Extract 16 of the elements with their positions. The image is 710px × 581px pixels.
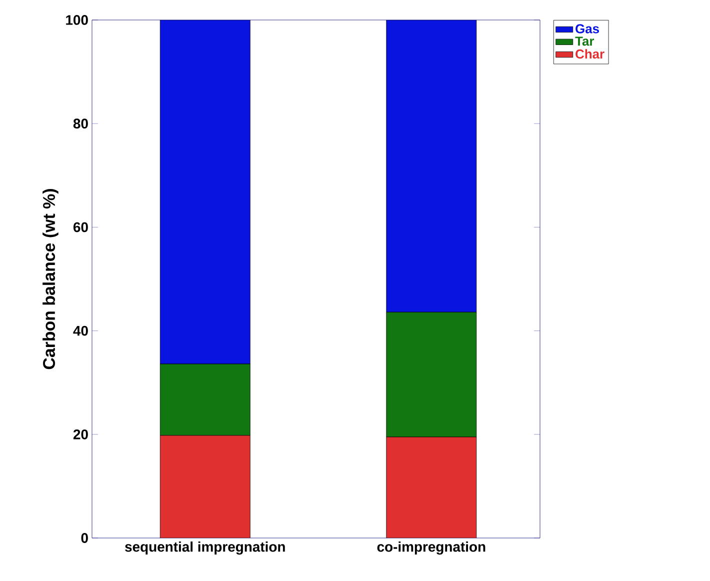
y-tick-label: 100 (66, 15, 88, 25)
y-tick-label: 0 (81, 533, 88, 543)
x-tick-label: sequential impregnation (125, 542, 285, 555)
bar (386, 436, 477, 538)
x-tick-label: co-impregnation (377, 542, 486, 555)
y-tick-label: 20 (73, 429, 88, 440)
bar (386, 20, 477, 312)
legend-label: Gas (576, 24, 599, 34)
bar (160, 20, 250, 364)
y-tick-label: 40 (73, 326, 88, 336)
y-tick-label: 60 (73, 222, 88, 232)
y-axis-title: Carbon balance (wt %) (42, 189, 58, 370)
legend-label: Tar (575, 36, 594, 46)
y-tick-label: 80 (73, 118, 88, 129)
bar (160, 435, 250, 538)
legend-label: Char (576, 49, 604, 59)
